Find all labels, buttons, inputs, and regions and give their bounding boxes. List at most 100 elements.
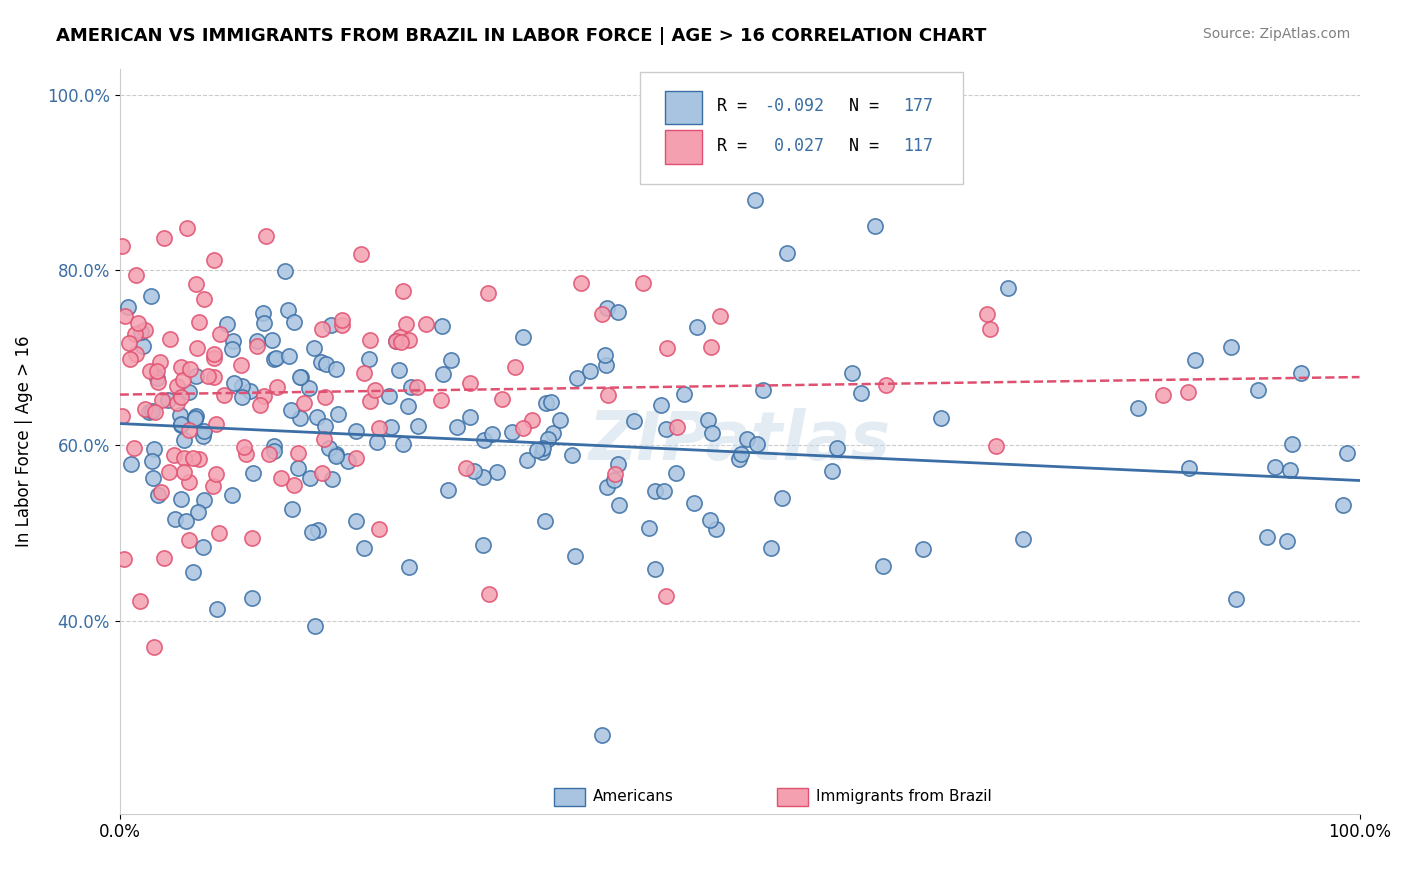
Point [530, 444, 553, 458]
Point [148, 488, 170, 502]
Point [156, 392, 179, 407]
Point [1178, 461, 1201, 475]
Point [491, 392, 513, 407]
Point [321, 473, 343, 487]
Point [150, 392, 173, 407]
Point [125, 268, 148, 282]
Point [142, 640, 165, 654]
Point [325, 447, 347, 461]
Point [139, 363, 162, 377]
Point [728, 452, 751, 467]
Point [512, 420, 534, 434]
Point [117, 300, 139, 314]
Point [231, 379, 253, 393]
Point [353, 541, 375, 555]
Text: ZIPatlas: ZIPatlas [589, 408, 890, 474]
Point [534, 515, 557, 529]
Point [281, 502, 304, 516]
Point [173, 450, 195, 465]
Point [709, 309, 731, 323]
Point [319, 318, 342, 332]
Point [188, 315, 211, 329]
Point [157, 465, 180, 479]
Point [775, 245, 797, 260]
Point [456, 461, 478, 475]
Point [193, 492, 215, 507]
Point [1264, 460, 1286, 475]
Point [283, 315, 305, 329]
Point [1219, 340, 1241, 354]
Point [288, 369, 311, 384]
Point [177, 475, 200, 489]
Point [253, 316, 276, 330]
Point [221, 342, 243, 356]
Point [359, 333, 381, 347]
Point [173, 465, 195, 479]
Point [478, 587, 501, 601]
FancyBboxPatch shape [665, 91, 703, 124]
Point [187, 505, 209, 519]
Point [146, 364, 169, 378]
Point [305, 410, 328, 425]
Point [202, 479, 225, 493]
Point [472, 538, 495, 552]
Point [744, 193, 766, 207]
Point [141, 404, 163, 418]
Point [851, 385, 873, 400]
Point [239, 384, 262, 398]
Point [202, 351, 225, 365]
Point [298, 381, 321, 395]
Point [579, 364, 602, 378]
Point [652, 484, 675, 499]
Point [315, 358, 337, 372]
Point [152, 551, 174, 566]
Point [184, 410, 207, 425]
Point [132, 339, 155, 353]
Point [314, 390, 336, 404]
Text: Source: ZipAtlas.com: Source: ZipAtlas.com [1202, 27, 1350, 41]
Point [436, 483, 458, 497]
Point [1126, 401, 1149, 416]
FancyBboxPatch shape [665, 130, 703, 164]
Point [298, 471, 321, 485]
Point [1331, 498, 1354, 512]
Point [149, 355, 172, 369]
Point [415, 317, 437, 331]
Point [207, 602, 229, 616]
Y-axis label: In Labor Force | Age > 16: In Labor Force | Age > 16 [15, 335, 32, 547]
Point [911, 541, 934, 556]
Point [644, 484, 666, 499]
Point [458, 376, 481, 391]
Point [596, 301, 619, 315]
Point [170, 418, 193, 433]
Point [398, 559, 420, 574]
FancyBboxPatch shape [640, 72, 963, 184]
Point [150, 485, 173, 500]
Point [111, 239, 134, 253]
Point [278, 350, 301, 364]
Point [307, 523, 329, 537]
Point [638, 521, 661, 535]
Point [531, 441, 554, 455]
Point [772, 491, 794, 505]
Point [357, 351, 380, 366]
Point [274, 263, 297, 277]
Point [134, 402, 156, 417]
Point [1184, 352, 1206, 367]
Point [124, 326, 146, 341]
Point [202, 252, 225, 267]
Point [399, 380, 422, 394]
Point [146, 371, 169, 385]
Point [396, 399, 419, 413]
Point [752, 383, 775, 397]
Point [979, 321, 1001, 335]
Point [591, 307, 613, 321]
Point [181, 565, 204, 579]
Point [432, 367, 454, 381]
Point [526, 443, 548, 458]
Point [169, 360, 191, 375]
Point [242, 466, 264, 480]
Point [1281, 437, 1303, 451]
Point [214, 388, 236, 402]
Point [311, 467, 333, 481]
